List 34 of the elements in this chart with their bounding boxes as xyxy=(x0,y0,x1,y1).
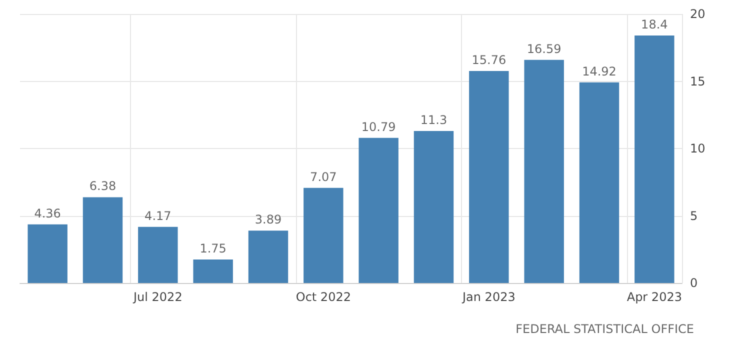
text: FEDERAL STATISTICAL OFFICE xyxy=(516,322,694,336)
data-label: 18.4 xyxy=(641,18,668,32)
bar xyxy=(248,230,288,283)
y-tick-label: 5 xyxy=(690,208,698,223)
bar xyxy=(28,224,68,283)
x-tick-label: Jan 2023 xyxy=(461,290,516,304)
y-tick-label: 10 xyxy=(690,142,706,156)
x-tick-label: Oct 2022 xyxy=(296,290,351,304)
bar xyxy=(634,36,674,283)
bar xyxy=(304,188,344,283)
data-label: 6.38 xyxy=(89,179,116,194)
data-label: 4.17 xyxy=(144,208,172,223)
x-tick-label: Apr 2023 xyxy=(626,290,682,304)
bar xyxy=(358,138,398,283)
bar xyxy=(579,82,620,283)
bar xyxy=(138,226,178,283)
x-tick-label: Jul 2022 xyxy=(132,290,182,304)
data-label: 1.75 xyxy=(200,241,226,256)
data-label: 15.76 xyxy=(472,53,506,68)
bar xyxy=(414,131,454,283)
y-tick-label: 0 xyxy=(690,276,698,290)
data-label: 14.92 xyxy=(582,64,616,78)
data-label: 11.3 xyxy=(420,113,448,128)
data-label: 7.07 xyxy=(310,170,337,184)
data-label: 16.59 xyxy=(526,42,562,56)
y-tick-label: 20 xyxy=(690,7,706,21)
y-tick-label: 15 xyxy=(690,74,706,88)
bar xyxy=(82,197,123,283)
bar xyxy=(193,259,233,283)
data-label: 10.79 xyxy=(361,120,396,134)
data-label: 4.36 xyxy=(34,206,61,220)
data-label: 3.89 xyxy=(254,212,282,227)
bar xyxy=(524,60,564,283)
bar xyxy=(469,71,509,283)
